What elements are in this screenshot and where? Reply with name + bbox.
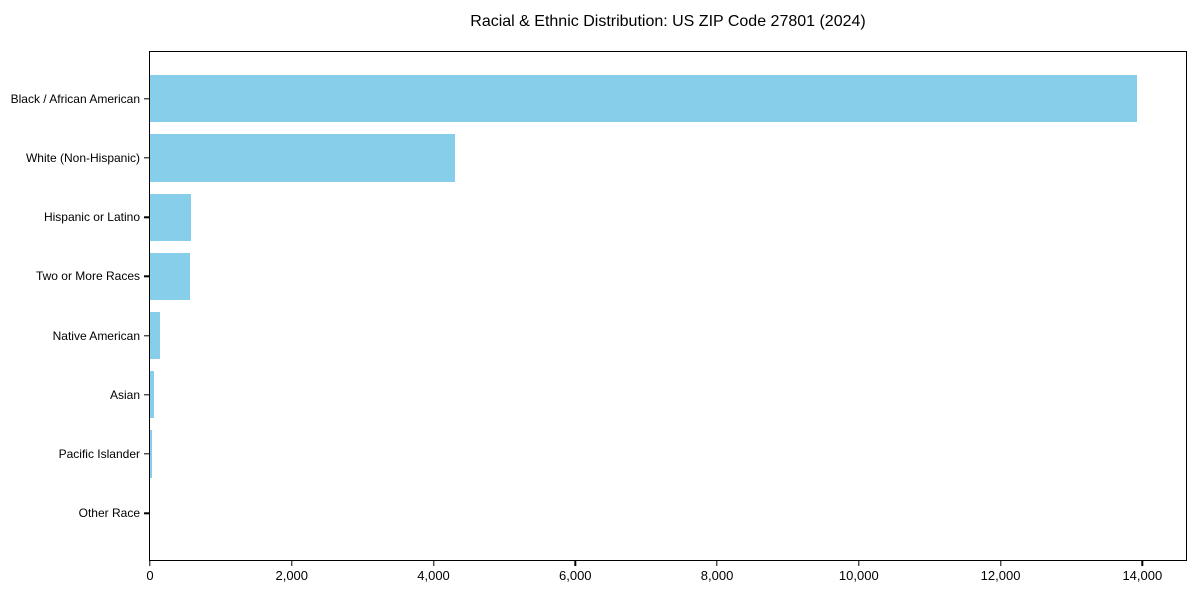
x-tick-mark: [574, 561, 576, 566]
y-tick-mark: [144, 453, 149, 455]
bar-native-american: [150, 311, 160, 360]
bar-white-non-hispanic: [150, 134, 456, 182]
bar-asian: [150, 371, 154, 419]
x-axis-tick-label: 8,000: [700, 568, 734, 583]
y-axis-label-other-race: Other Race: [78, 506, 140, 521]
y-axis-label-two-or-more-races: Two or More Races: [35, 269, 140, 284]
y-tick-mark: [144, 98, 149, 100]
y-tick-mark: [144, 334, 149, 337]
bar-black-african-american: [150, 75, 1137, 123]
x-tick-mark: [432, 561, 435, 566]
y-axis-label-pacific-islander: Pacific Islander: [58, 447, 140, 462]
y-tick-mark: [144, 275, 149, 278]
y-tick-mark: [144, 512, 149, 514]
x-tick-mark: [716, 561, 718, 566]
chart-title: Racial & Ethnic Distribution: US ZIP Cod…: [470, 13, 866, 30]
y-axis-label-black-african-american: Black / African American: [10, 91, 140, 106]
y-tick-mark: [144, 216, 149, 218]
y-axis-label-white-non-hispanic: White (Non-Hispanic): [25, 150, 140, 165]
x-tick-mark: [1141, 561, 1144, 566]
x-axis-tick-label: 14,000: [1122, 568, 1163, 583]
x-tick-mark: [999, 561, 1002, 566]
x-axis-tick-label: 6,000: [559, 568, 592, 583]
x-axis-tick-label: 2,000: [275, 568, 309, 583]
x-tick-mark: [149, 561, 151, 566]
bar-two-or-more-races: [150, 252, 191, 301]
x-axis-tick-label: 4,000: [417, 568, 450, 583]
y-tick-mark: [144, 394, 149, 396]
x-axis-tick-label: 10,000: [838, 568, 879, 583]
y-axis-label-native-american: Native American: [52, 328, 140, 343]
x-axis-tick-label: 12,000: [980, 568, 1021, 583]
x-tick-mark: [291, 561, 293, 566]
x-axis-tick-label: 0: [146, 568, 154, 583]
y-tick-mark: [144, 157, 149, 159]
y-axis-label-asian: Asian: [109, 387, 140, 402]
bar-hispanic-or-latino: [150, 193, 192, 241]
x-tick-mark: [858, 561, 860, 566]
bar-pacific-islander: [150, 430, 153, 478]
plot-area: [149, 51, 1187, 561]
y-axis-label-hispanic-or-latino: Hispanic or Latino: [43, 210, 140, 225]
